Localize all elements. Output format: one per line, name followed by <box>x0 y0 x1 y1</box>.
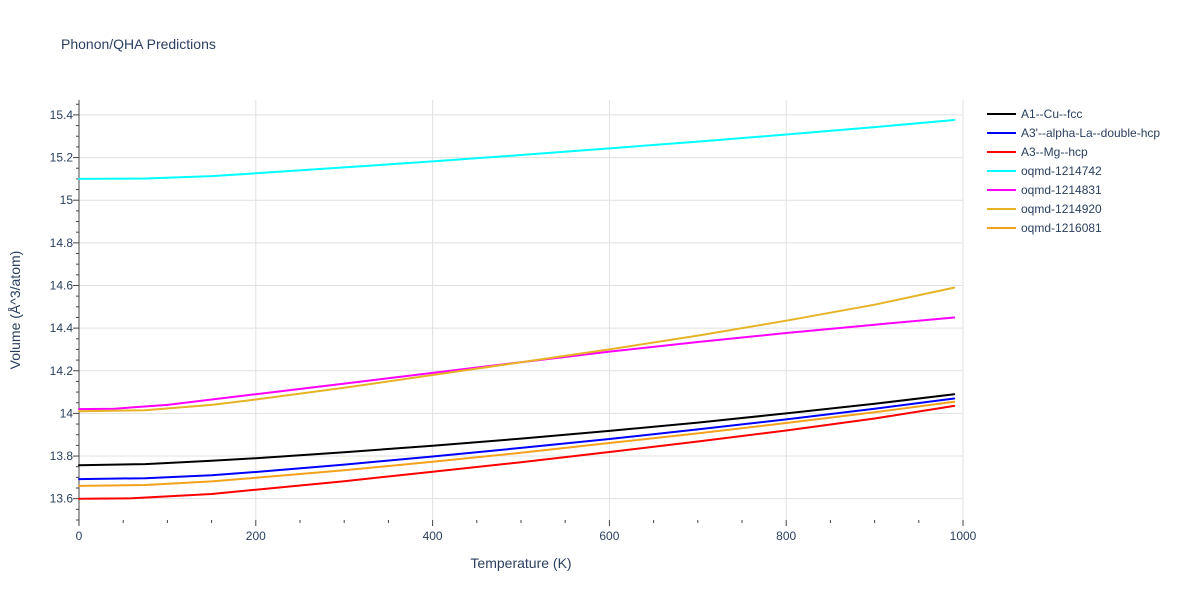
series-line-2 <box>78 404 956 500</box>
series-line-4 <box>78 316 956 411</box>
legend-item[interactable]: A1--Cu--fcc <box>987 107 1082 121</box>
y-tick-label: 15.2 <box>50 151 74 165</box>
legend-item[interactable]: oqmd-1214742 <box>987 164 1102 178</box>
y-tick-label: 13.6 <box>50 492 74 506</box>
x-tick-label: 0 <box>76 529 83 543</box>
legend-label: A1--Cu--fcc <box>1021 107 1082 121</box>
x-tick-label: 400 <box>423 529 443 543</box>
series-line-6 <box>78 400 956 487</box>
legend-label: A3'--alpha-La--double-hcp <box>1021 126 1160 140</box>
x-axis-title: Temperature (K) <box>470 555 571 571</box>
chart-title: Phonon/QHA Predictions <box>61 36 216 52</box>
legend-item[interactable]: oqmd-1214831 <box>987 183 1102 197</box>
grid-layer <box>79 100 964 520</box>
legend-item[interactable]: A3'--alpha-La--double-hcp <box>987 126 1160 140</box>
y-tick-label: 14.6 <box>50 278 74 292</box>
x-tick-labels: 0 200 400 600 800 1000 <box>76 529 977 543</box>
y-tick-label: 15.4 <box>50 108 74 122</box>
legend-item[interactable]: oqmd-1214920 <box>987 202 1102 216</box>
series-lines <box>78 119 956 500</box>
y-tick-label: 14 <box>60 406 74 420</box>
x-tick-label: 200 <box>246 529 266 543</box>
y-tick-label: 15 <box>60 193 74 207</box>
series-line-1 <box>78 397 956 481</box>
x-tick-label: 800 <box>776 529 796 543</box>
series-line-3 <box>78 119 956 180</box>
series-line-0 <box>78 393 956 467</box>
y-tick-label: 14.4 <box>50 321 74 335</box>
legend-label: oqmd-1214831 <box>1021 183 1102 197</box>
x-tick-label: 1000 <box>950 529 977 543</box>
axes <box>73 100 964 526</box>
legend-label: oqmd-1214742 <box>1021 164 1102 178</box>
legend-item[interactable]: oqmd-1216081 <box>987 221 1102 235</box>
y-tick-labels: 13.6 13.8 14 14.2 14.4 14.6 14.8 15 15.2 15.4 <box>50 108 74 506</box>
legend-label: oqmd-1216081 <box>1021 221 1102 235</box>
y-tick-label: 14.8 <box>50 236 74 250</box>
legend-label: oqmd-1214920 <box>1021 202 1102 216</box>
y-axis-title: Volume (Å^3/atom) <box>7 251 23 370</box>
x-tick-label: 600 <box>599 529 619 543</box>
legend-item[interactable]: A3--Mg--hcp <box>987 145 1088 159</box>
legend[interactable]: A1--Cu--fcc A3'--alpha-La--double-hcp A3--… <box>987 107 1160 235</box>
legend-label: A3--Mg--hcp <box>1021 145 1088 159</box>
series-line-5 <box>78 286 956 413</box>
y-tick-label: 13.8 <box>50 449 74 463</box>
y-tick-label: 14.2 <box>50 364 74 378</box>
